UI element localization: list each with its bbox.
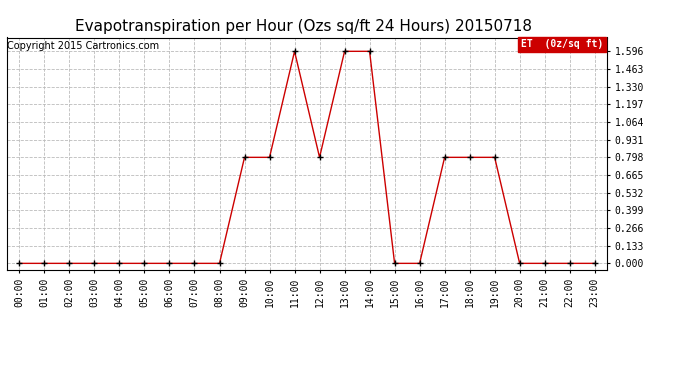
Text: Copyright 2015 Cartronics.com: Copyright 2015 Cartronics.com	[7, 41, 159, 51]
Text: ET  (0z/sq ft): ET (0z/sq ft)	[521, 39, 603, 50]
Text: Evapotranspiration per Hour (Ozs sq/ft 24 Hours) 20150718: Evapotranspiration per Hour (Ozs sq/ft 2…	[75, 19, 532, 34]
